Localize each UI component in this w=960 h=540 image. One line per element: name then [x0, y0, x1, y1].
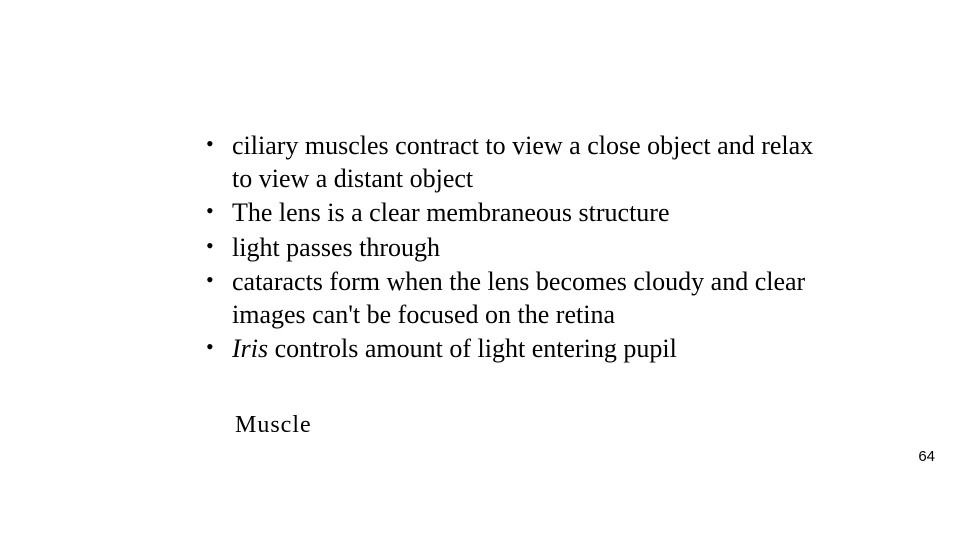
bullet-item: cataracts form when the lens becomes clo…: [200, 266, 830, 331]
bullet-text: cataracts form when the lens becomes clo…: [232, 267, 805, 329]
slide: ciliary muscles contract to view a close…: [0, 0, 960, 540]
bullet-item: light passes through: [200, 232, 830, 265]
bullet-item: The lens is a clear membraneous structur…: [200, 197, 830, 230]
bullet-list: ciliary muscles contract to view a close…: [200, 130, 830, 366]
bullet-item: ciliary muscles contract to view a close…: [200, 130, 830, 195]
slide-body: ciliary muscles contract to view a close…: [200, 130, 830, 368]
page-number: 64: [918, 448, 935, 465]
bullet-text: light passes through: [232, 233, 440, 262]
handwritten-annotation: Muscle: [235, 412, 312, 439]
bullet-text: The lens is a clear membraneous structur…: [232, 198, 670, 227]
bullet-lead-italic: Iris: [232, 334, 268, 363]
bullet-text: ciliary muscles contract to view a close…: [232, 131, 813, 193]
bullet-text-rest: controls amount of light entering pupil: [268, 334, 677, 363]
bullet-item: Iris controls amount of light entering p…: [200, 333, 830, 366]
